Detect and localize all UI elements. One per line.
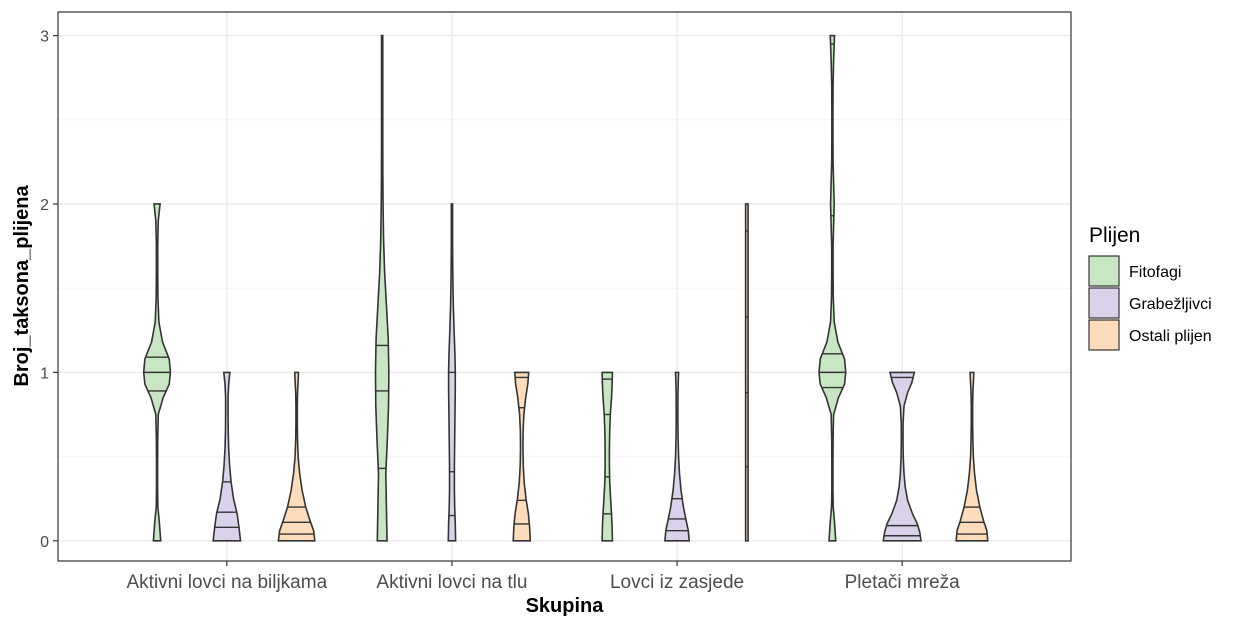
violin-group	[601, 371, 614, 542]
legend-label: Fitofagi	[1129, 264, 1181, 281]
violin-group	[374, 34, 390, 542]
panel-border	[57, 11, 1072, 562]
violin-ostali-plijen	[955, 371, 989, 542]
violin-group	[142, 203, 172, 542]
legend-key-ostali-plijen	[1088, 319, 1120, 351]
legend-title: Plijen	[1089, 224, 1140, 247]
panel-background	[58, 12, 1071, 561]
y-axis: 0 1 2 3	[40, 29, 58, 551]
violin-group	[882, 371, 922, 542]
x-tick-label: Aktivni lovci na tlu	[376, 572, 527, 593]
violin-group	[212, 371, 242, 542]
violins	[142, 34, 989, 542]
violin-grabe-ljivci	[882, 371, 922, 542]
violin-ostali-plijen	[744, 203, 749, 542]
y-tick-label: 3	[40, 29, 49, 46]
violin-grabe-ljivci	[664, 371, 691, 542]
legend-key-grabe-ljivci	[1088, 287, 1120, 319]
y-axis-title: Broj_taksona_plijena	[11, 185, 33, 387]
x-tick-label: Aktivni lovci na biljkama	[127, 572, 328, 593]
legend: Plijen Fitofagi Grabežljivci Ostali plijen	[1088, 224, 1212, 351]
violin-group	[277, 371, 316, 542]
violin-ostali-plijen	[277, 371, 316, 542]
legend-key-fitofagi	[1088, 255, 1120, 287]
violin-grabe-ljivci	[212, 371, 242, 542]
x-tick-label: Pletači mreža	[845, 572, 961, 593]
x-axis: Aktivni lovci na biljkama Aktivni lovci n…	[127, 561, 961, 593]
legend-label: Grabežljivci	[1129, 296, 1212, 313]
violin-fitofagi	[374, 34, 390, 542]
y-tick-label: 2	[40, 197, 49, 214]
violin-group	[664, 371, 691, 542]
violin-group	[512, 371, 532, 542]
legend-label: Ostali plijen	[1129, 328, 1212, 345]
violin-group	[818, 34, 847, 542]
violin-group	[955, 371, 989, 542]
x-axis-title: Skupina	[526, 595, 605, 617]
x-tick-label: Lovci iz zasjede	[610, 572, 744, 593]
violin-ostali-plijen	[512, 371, 532, 542]
violin-fitofagi	[818, 34, 847, 542]
violin-group	[744, 203, 749, 542]
y-tick-label: 1	[40, 365, 49, 382]
violin-group	[447, 203, 457, 542]
y-tick-label: 0	[40, 534, 49, 551]
